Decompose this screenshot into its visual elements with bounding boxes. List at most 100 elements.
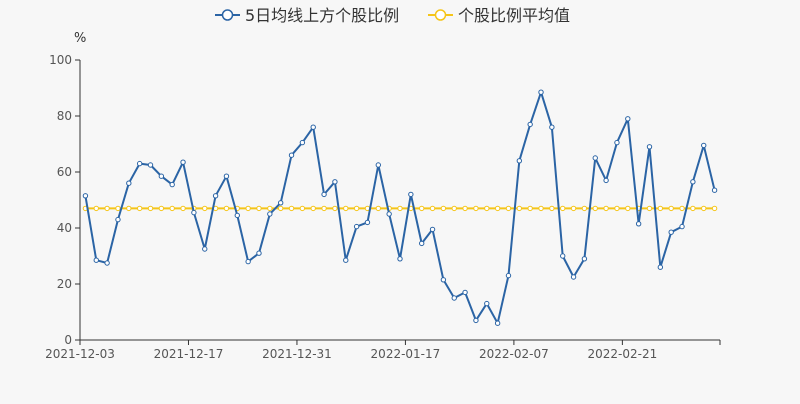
data-point (147, 205, 154, 212)
data-point (136, 160, 143, 167)
data-point (408, 191, 414, 198)
data-point (104, 260, 110, 266)
data-point (451, 295, 457, 301)
data-point (614, 139, 620, 146)
data-point (549, 124, 555, 130)
data-point (494, 320, 501, 326)
data-point (549, 205, 555, 212)
data-point (104, 205, 110, 212)
data-point (180, 159, 186, 165)
data-point (299, 205, 306, 212)
data-point (234, 212, 240, 219)
data-point (679, 223, 685, 230)
data-point (212, 193, 219, 199)
data-point (505, 272, 512, 279)
data-point (93, 257, 99, 263)
data-point (614, 205, 620, 212)
data-point (115, 205, 121, 212)
data-point (484, 205, 490, 212)
data-point (245, 258, 251, 265)
data-point (679, 205, 685, 212)
data-point (223, 173, 230, 179)
x-tick-label: 2022-02-21 (587, 347, 657, 361)
data-point (625, 116, 631, 122)
data-point (353, 205, 360, 212)
data-point (516, 205, 523, 212)
data-point (375, 205, 382, 212)
data-point (418, 240, 425, 247)
data-point (538, 205, 544, 212)
data-point (701, 142, 707, 149)
x-tick-label: 2021-12-31 (262, 347, 332, 361)
data-point (353, 223, 360, 230)
data-point (93, 205, 99, 212)
data-point (690, 205, 696, 212)
data-point (484, 300, 490, 307)
data-point (267, 205, 273, 212)
data-point (440, 277, 447, 283)
data-point (527, 205, 533, 212)
data-point (397, 256, 403, 262)
data-point (538, 89, 544, 95)
data-point (321, 205, 327, 212)
data-point (657, 205, 664, 212)
data-point (494, 205, 501, 212)
data-point (202, 246, 208, 252)
data-point (592, 205, 598, 212)
data-point (169, 205, 175, 212)
axes: 0 20 40 60 80 100 2021-12-03 2021-12-17 2021-12-… (45, 53, 721, 361)
data-point (603, 205, 609, 212)
data-point (126, 205, 132, 212)
data-point (397, 205, 403, 212)
data-point (223, 205, 230, 212)
data-point (429, 205, 436, 212)
data-point (527, 121, 533, 128)
x-tick-label: 2021-12-17 (154, 347, 224, 361)
x-tick-label: 2021-12-03 (45, 347, 115, 361)
data-point (668, 229, 674, 235)
data-point (646, 205, 653, 212)
data-point (343, 205, 349, 212)
data-point (375, 162, 382, 168)
data-point (560, 253, 566, 259)
data-point (625, 205, 631, 212)
y-tick-label: 40 (57, 221, 72, 235)
data-point (147, 162, 154, 168)
data-point (256, 205, 262, 212)
data-point (332, 179, 338, 185)
y-tick-label: 60 (57, 165, 72, 179)
data-point (560, 205, 566, 212)
data-point (191, 209, 197, 216)
data-point (603, 177, 609, 184)
legend-label: 5日均线上方个股比例 (245, 6, 399, 25)
data-point (473, 205, 479, 212)
data-point (364, 219, 371, 226)
data-point (711, 187, 718, 193)
data-point (310, 124, 316, 130)
data-point (288, 205, 295, 212)
x-tick-label: 2022-01-17 (371, 347, 441, 361)
data-point (136, 205, 143, 212)
series-layer (82, 89, 718, 326)
data-point (646, 144, 653, 150)
data-point (321, 191, 327, 198)
data-point (592, 155, 598, 161)
data-point (267, 211, 273, 217)
data-point (277, 205, 284, 212)
data-point (386, 211, 392, 217)
data-point (690, 179, 696, 185)
series-above-ma5-ratio (82, 89, 718, 326)
legend-item[interactable]: 5日均线上方个股比例 (215, 6, 399, 25)
data-point (82, 193, 89, 199)
legend-item[interactable]: 个股比例平均值 (428, 6, 570, 25)
data-point (711, 205, 718, 212)
data-point (332, 205, 338, 212)
data-point (288, 152, 295, 158)
data-point (158, 205, 165, 212)
data-point (343, 257, 349, 263)
data-point (418, 205, 425, 212)
data-point (516, 158, 523, 164)
y-tick-label: 20 (57, 277, 72, 291)
legend-label: 个股比例平均值 (458, 6, 570, 25)
